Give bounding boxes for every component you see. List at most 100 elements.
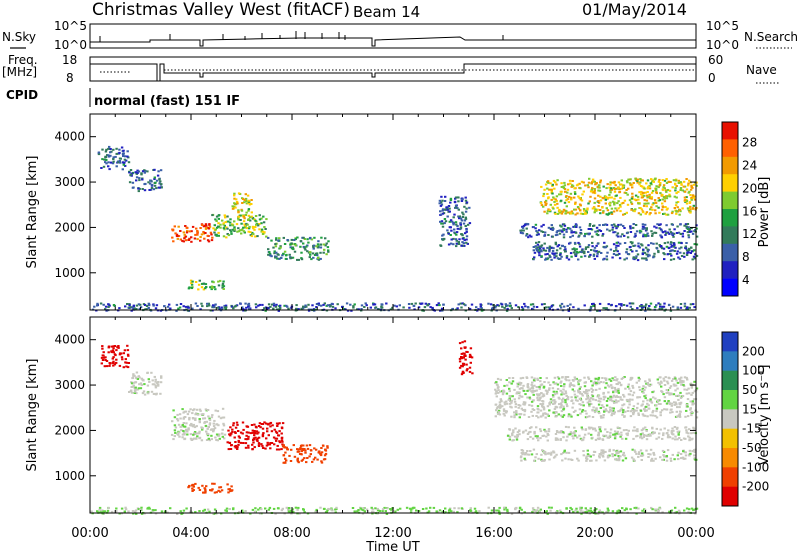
power-colorbar-swatch-7: [722, 243, 738, 262]
power-colorbar-tick-3: 16: [742, 204, 757, 218]
nsky-spikes: [99, 31, 504, 42]
power-colorbar-label: Power [dB]: [757, 177, 772, 248]
freq-tick-bottom: 8: [66, 71, 74, 85]
freq-trace: [90, 63, 696, 82]
power-region-2: [171, 223, 214, 243]
date-label: 01/May/2014: [582, 0, 687, 19]
velocity-colorbar-swatch-5: [722, 428, 738, 449]
velocity-colorbar-tick-2: 50: [742, 383, 757, 397]
velocity-colorbar-swatch-0: [722, 332, 738, 352]
power-region-10: [532, 241, 699, 262]
time-tick-label-5: 20:00: [576, 526, 613, 541]
power-region-8: [539, 177, 698, 216]
nave-tick-top: 60: [708, 53, 723, 67]
velocity-region-6: [458, 340, 474, 376]
power-panel-bg: [90, 114, 696, 310]
velocity-region-7: [494, 376, 699, 419]
velocity-ytick-label-1: 2000: [54, 423, 85, 437]
time-tick-label-1: 04:00: [172, 526, 209, 541]
power-region-9: [519, 222, 699, 239]
power-colorbar-swatch-1: [722, 139, 738, 158]
nave-trace: [100, 69, 696, 73]
velocity-colorbar: 200 100 50 15 -15 -50 -100 -200: [721, 331, 769, 507]
power-ytick-label-0: 1000: [54, 266, 85, 280]
power-colorbar-tick-4: 12: [742, 227, 757, 241]
power-ytick-label-1: 2000: [54, 220, 85, 234]
nsearch-tick-top: 10^5: [706, 19, 739, 33]
power-colorbar: 28 24 20 16 12 8 4: [721, 121, 757, 297]
power-colorbar-swatch-3: [722, 174, 738, 192]
power-colorbar-tick-1: 24: [742, 159, 757, 173]
power-region-7: [438, 195, 472, 248]
nsearch-tick-bottom: 10^0: [706, 38, 739, 52]
velocity-region-8: [506, 425, 697, 442]
velocity-region-0: [100, 344, 130, 369]
nsky-tick-top: 10^5: [54, 19, 87, 33]
velocity-colorbar-tick-5: -50: [742, 441, 762, 455]
velocity-panel-bg: [90, 317, 696, 513]
power-data-layer: [91, 145, 699, 312]
velocity-region-3: [226, 421, 285, 451]
velocity-axes: 1000 2000 3000 4000: [54, 317, 697, 513]
power-ylabel: Slant Range [km]: [25, 156, 40, 269]
velocity-colorbar-tick-6: -100: [742, 460, 769, 474]
nave-label: Nave: [746, 63, 777, 77]
cpid-value: normal (fast) 151 IF: [94, 94, 240, 109]
freq-panel: [89, 56, 697, 82]
nsky-label: N.Sky: [2, 30, 36, 44]
power-axes: 1000 2000 3000 4000: [54, 114, 697, 310]
power-region-5: [267, 236, 330, 261]
power-colorbar-tick-0: 28: [742, 136, 757, 150]
time-tick-label-4: 16:00: [475, 526, 512, 541]
velocity-region-2: [170, 407, 227, 442]
power-region-1: [128, 168, 163, 193]
velocity-colorbar-swatch-6: [722, 448, 738, 468]
velocity-colorbar-tick-3: 15: [742, 402, 757, 416]
cpid-label: CPID: [6, 88, 38, 102]
power-colorbar-swatch-8: [722, 261, 738, 279]
velocity-colorbar-tick-1: 100: [742, 364, 765, 378]
velocity-colorbar-label: Velocity [m s⁻¹]: [757, 365, 772, 466]
time-tick-label-3: 12:00: [374, 526, 411, 541]
beam-label: Beam 14: [353, 3, 420, 21]
velocity-colorbar-tick-0: 200: [742, 344, 765, 358]
velocity-colorbar-swatch-8: [722, 486, 738, 507]
freq-label-2: [MHz]: [2, 65, 37, 79]
velocity-ytick-label-0: 1000: [54, 469, 85, 483]
velocity-region-5: [187, 482, 234, 494]
nsky-tick-bottom: 10^0: [54, 38, 87, 52]
power-colorbar-swatch-2: [722, 156, 738, 175]
power-colorbar-swatch-5: [722, 209, 738, 227]
power-colorbar-tick-2: 20: [742, 181, 757, 195]
velocity-colorbar-swatch-2: [722, 370, 738, 391]
power-region-6: [187, 279, 226, 291]
velocity-region-9: [519, 448, 698, 462]
velocity-region-4: [281, 444, 329, 464]
time-axis: 00:00 04:00 08:00 12:00 16:00 20:00 00:00: [71, 526, 714, 541]
power-colorbar-tick-5: 8: [742, 250, 750, 264]
time-tick-label-6: 00:00: [677, 526, 714, 541]
power-region-0: [97, 145, 131, 171]
nsky-trace: [90, 36, 696, 47]
velocity-colorbar-swatch-4: [722, 409, 738, 429]
velocity-ytick-label-2: 3000: [54, 378, 85, 392]
velocity-colorbar-tick-4: -15: [742, 422, 762, 436]
velocity-colorbar-swatch-3: [722, 390, 738, 410]
freq-label-1: Freq.: [8, 53, 38, 67]
freq-tick-top: 18: [62, 53, 77, 67]
power-colorbar-swatch-0: [722, 122, 738, 140]
velocity-colorbar-swatch-1: [722, 351, 738, 371]
power-ytick-label-2: 3000: [54, 175, 85, 189]
nsearch-label: N.Search: [744, 30, 798, 44]
station-title: Christmas Valley West (fitACF): [92, 0, 350, 20]
velocity-colorbar-tick-7: -200: [742, 480, 769, 494]
nave-tick-bottom: 0: [708, 71, 716, 85]
power-region-3: [211, 213, 268, 239]
power-colorbar-swatch-4: [722, 191, 738, 210]
velocity-ytick-label-3: 4000: [54, 333, 85, 347]
velocity-region-1: [128, 371, 163, 396]
power-region-4: [231, 192, 253, 220]
velocity-ylabel: Slant Range [km]: [25, 359, 40, 472]
power-colorbar-swatch-6: [722, 226, 738, 245]
